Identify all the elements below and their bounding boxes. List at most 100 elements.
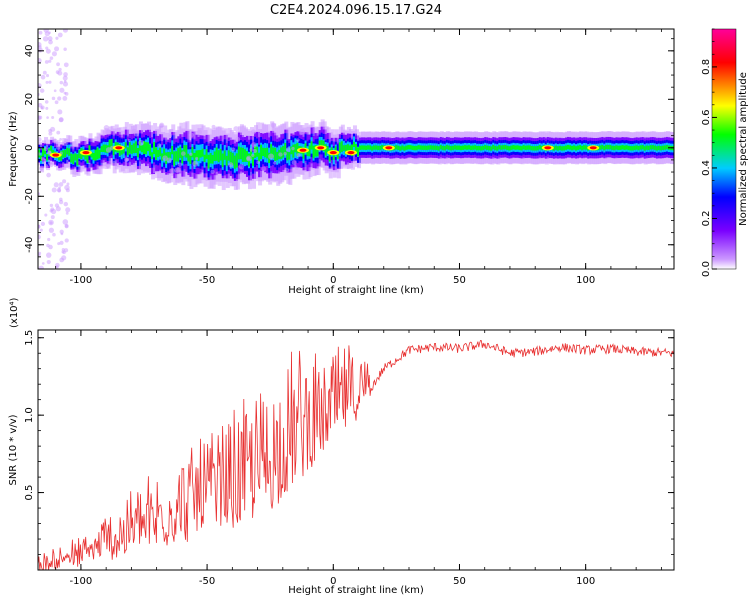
spectrogram-cell	[554, 145, 559, 150]
spectrogram-cell	[518, 145, 523, 151]
spectrogram-cell	[338, 142, 343, 154]
spectrogram-noise-point	[105, 129, 112, 136]
spectrogram-cell	[86, 152, 91, 163]
spectrogram-noise-point	[251, 129, 256, 135]
spectrogram-noise-point	[56, 62, 60, 67]
spectrogram-cell	[179, 146, 184, 158]
spectrogram-cell	[183, 145, 188, 157]
spectrogram-cell	[199, 150, 204, 158]
spectrogram-cell	[379, 145, 384, 151]
spectrogram-cell	[302, 148, 307, 159]
spectrogram-cell	[354, 144, 359, 153]
spectrogram-cell	[167, 152, 172, 161]
spectrogram-cell	[484, 145, 489, 150]
colorbar-tick-label: 0.2	[701, 211, 712, 227]
spectrogram-noise-point	[59, 229, 64, 234]
spectrogram-cell	[286, 151, 291, 161]
spectrogram-noise-point	[64, 238, 69, 243]
spectrogram-cell	[417, 145, 422, 150]
spectrogram-cell	[147, 142, 152, 152]
spectrogram-cell	[371, 146, 376, 151]
spectrogram-peak	[329, 151, 337, 155]
spectrogram-cell	[324, 144, 329, 156]
spectrogram-cell	[453, 145, 458, 150]
spectrogram-noise-point	[57, 96, 62, 101]
spectrogram-cell	[235, 153, 240, 168]
spectrogram-noise-point	[40, 221, 46, 227]
spectrogram-cell	[191, 146, 196, 158]
spectrogram-cell	[215, 147, 220, 161]
spectrogram-cell	[195, 150, 200, 159]
spectrogram-noise-point	[249, 147, 254, 152]
snr-axes: -100 -50 0 50 100 0.5 1.0 1.5	[24, 330, 674, 587]
spectrogram-noise-point	[57, 70, 63, 76]
spectrogram-cell	[181, 150, 186, 164]
spectrogram-cell	[423, 145, 428, 150]
spectrogram-cell	[441, 145, 446, 151]
spectrogram-cell	[532, 146, 537, 151]
spectrogram-noise-point	[49, 203, 54, 208]
spectrogram-cell	[524, 145, 529, 151]
spectrogram-noise-point	[296, 138, 300, 142]
spectrogram-cell	[120, 147, 125, 155]
spectrogram-cell	[124, 142, 129, 149]
spectrogram-noise-point	[61, 248, 65, 252]
spectrogram-noise-point	[210, 169, 215, 174]
spectrogram-cell	[433, 145, 438, 150]
spectrogram-cell	[96, 147, 101, 160]
spectrogram-noise-point	[45, 106, 49, 110]
spectrogram-cell	[159, 147, 164, 157]
spectrogram-cell	[163, 148, 168, 159]
spectrogram-cell	[264, 147, 269, 158]
spectrogram-cell	[641, 145, 646, 150]
spectrogram-noise-point	[62, 95, 68, 101]
spectrogram-noise-point	[174, 167, 181, 173]
spectrogram-noise-point	[39, 88, 45, 93]
spectrogram-cell	[365, 145, 370, 151]
spectrogram-noise-point	[299, 128, 306, 135]
spectrogram-noise-point	[42, 70, 47, 75]
spectrogram-noise-point	[278, 152, 283, 157]
spectrogram-noise-point	[45, 48, 51, 54]
spectrogram-noise-point	[38, 234, 41, 240]
spectrogram-cell	[60, 150, 65, 161]
snr-y-tick-label: 1.0	[24, 407, 35, 423]
spectrogram-noise-point	[251, 153, 255, 158]
spectrogram-peak	[589, 146, 597, 150]
spectrogram-noise-point	[233, 126, 239, 132]
spectrogram-noise-point	[197, 129, 203, 135]
spectrogram-noise-point	[65, 211, 69, 215]
spectrogram-cell	[504, 145, 509, 150]
spectrogram-cell	[645, 145, 650, 150]
spectrogram-noise-point	[252, 148, 258, 154]
spectrogram-noise-point	[62, 179, 67, 184]
spectrogram-cell	[474, 145, 479, 150]
spectrogram-cell	[229, 151, 234, 165]
spectrogram-cell	[171, 146, 176, 155]
spectrogram-cell	[201, 148, 206, 157]
colorbar-label: Normalized spectral amplitude	[738, 72, 749, 226]
spectrogram-cell	[480, 146, 485, 151]
spectrogram-noise-point	[65, 207, 71, 213]
snr-y-multiplier: (x10⁴)	[9, 297, 20, 328]
spectrogram-noise-point	[38, 30, 43, 35]
spectrogram-cell	[130, 144, 135, 154]
spectrogram-cell	[425, 145, 430, 151]
spectrogram-cell	[674, 132, 678, 164]
spectrogram-cell	[352, 141, 357, 148]
spectrogram-panel: -100 -50 0 50 100 -40 -20 0 20 40 Height of strai…	[8, 28, 749, 296]
snr-x-tick-label: 100	[576, 576, 595, 587]
spectrogram-noise-point	[189, 152, 193, 156]
spectrogram-cell	[110, 138, 115, 151]
spectrogram-cell	[237, 146, 242, 160]
spectrogram-cell	[231, 152, 236, 166]
spectrogram-cell	[447, 145, 452, 150]
spectrogram-cell	[597, 145, 602, 151]
spectrogram-cell	[262, 147, 267, 156]
spectrogram-noise-point	[110, 145, 115, 150]
spectrogram-noise-point	[62, 81, 69, 87]
spectrogram-x-tick-label: 50	[453, 275, 466, 286]
spectrogram-cell	[536, 145, 541, 151]
spectrogram-cell	[361, 145, 366, 150]
spectrogram-y-tick-label: 0	[24, 145, 35, 151]
